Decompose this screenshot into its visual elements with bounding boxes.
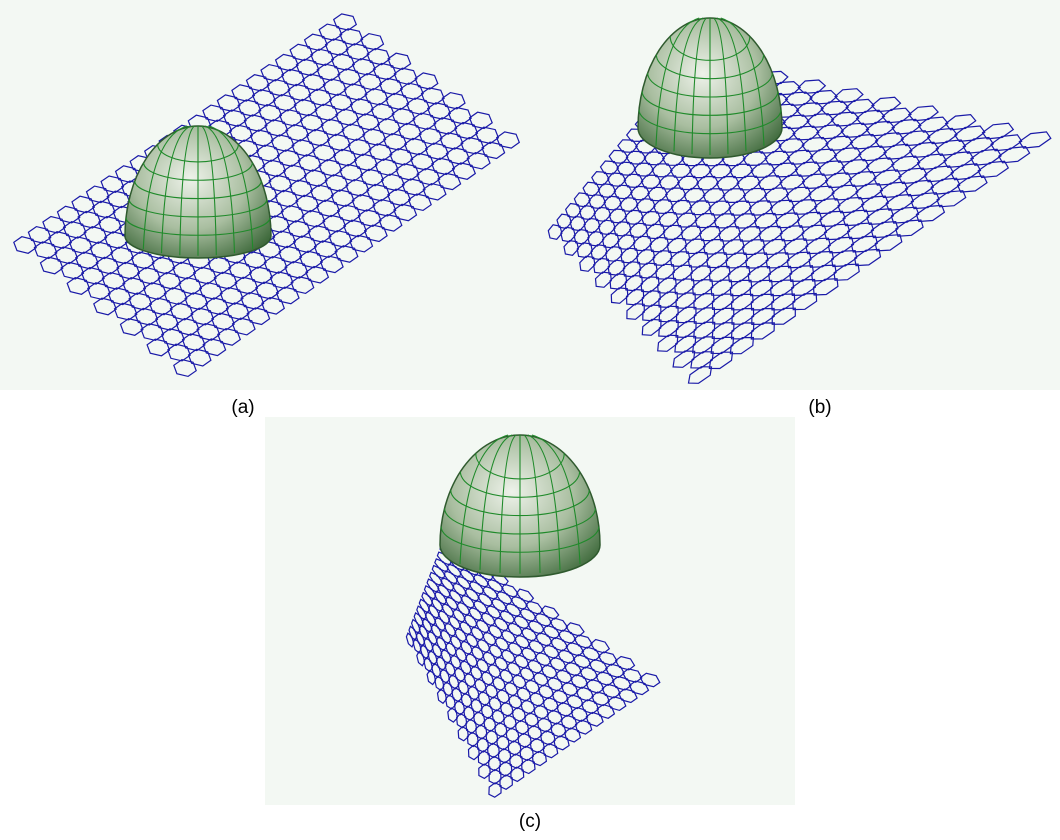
page: (a) (b) (c) (() => { const data = JSON.p… — [0, 0, 1060, 835]
panel-label: (a) — [231, 397, 254, 418]
panel-label: (b) — [808, 397, 831, 418]
figure: (a) (b) (c) — [0, 0, 1060, 835]
panel-b-background — [530, 0, 1060, 390]
panel-label: (c) — [519, 811, 541, 832]
